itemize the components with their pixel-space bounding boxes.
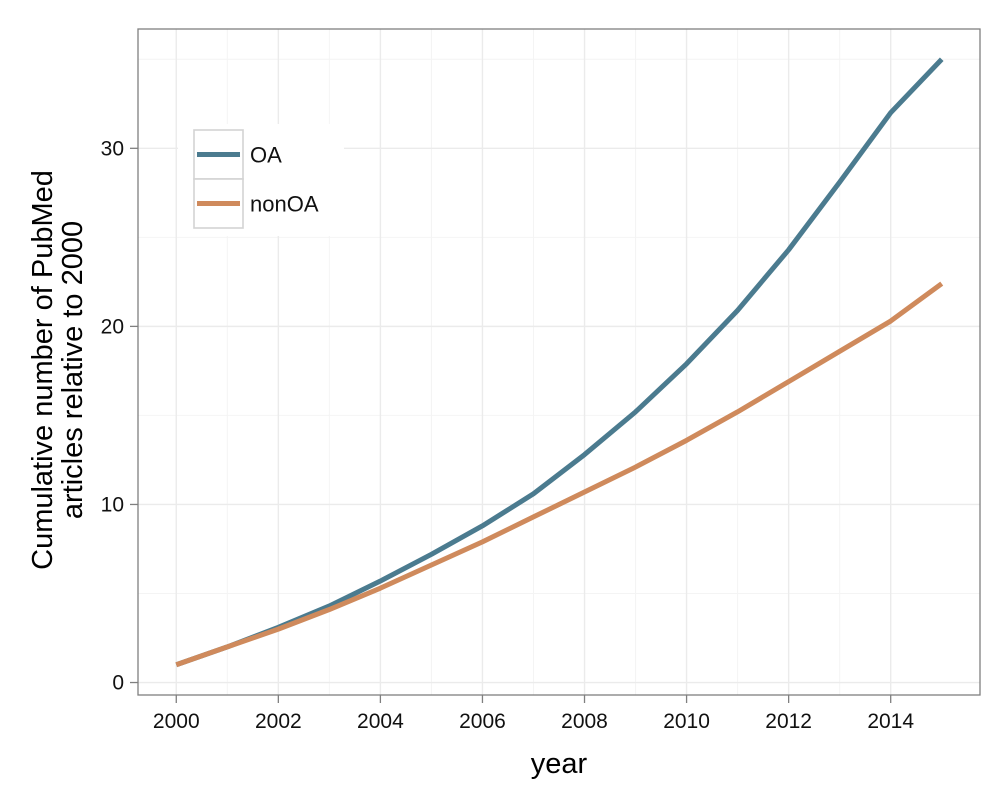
y-axis-title-line-1: Cumulative number of PubMed — [27, 170, 59, 570]
y-axis-title-line-2: articles relative to 2000 — [57, 221, 89, 519]
y-axis-title: Cumulative number of PubMed articles rel… — [27, 170, 89, 570]
legend: OA nonOA — [178, 124, 344, 236]
series-lines — [175, 57, 944, 668]
x-tick-label: 2002 — [255, 710, 302, 733]
legend-label-oa: OA — [250, 143, 282, 168]
y-tick-label: 30 — [101, 137, 124, 160]
major-gridlines — [138, 29, 980, 695]
x-tick-label: 2008 — [561, 710, 608, 733]
series-line-nonoa — [175, 281, 944, 668]
x-axis: 2000 2002 2004 2006 2008 2010 2012 2014 — [153, 695, 914, 733]
x-tick-label: 2006 — [459, 710, 506, 733]
x-tick-label: 2000 — [153, 710, 200, 733]
x-tick-label: 2014 — [867, 710, 914, 733]
x-tick-label: 2010 — [663, 710, 710, 733]
x-tick-label: 2004 — [357, 710, 404, 733]
x-tick-label: 2012 — [765, 710, 812, 733]
y-tick-label: 20 — [101, 315, 124, 338]
y-tick-label: 10 — [101, 493, 124, 516]
x-axis-title: year — [531, 748, 588, 780]
legend-label-nonoa: nonOA — [250, 192, 319, 217]
plot-panel-border — [137, 28, 981, 696]
y-axis: 0 10 20 30 — [101, 137, 138, 695]
y-tick-label: 0 — [112, 672, 124, 695]
